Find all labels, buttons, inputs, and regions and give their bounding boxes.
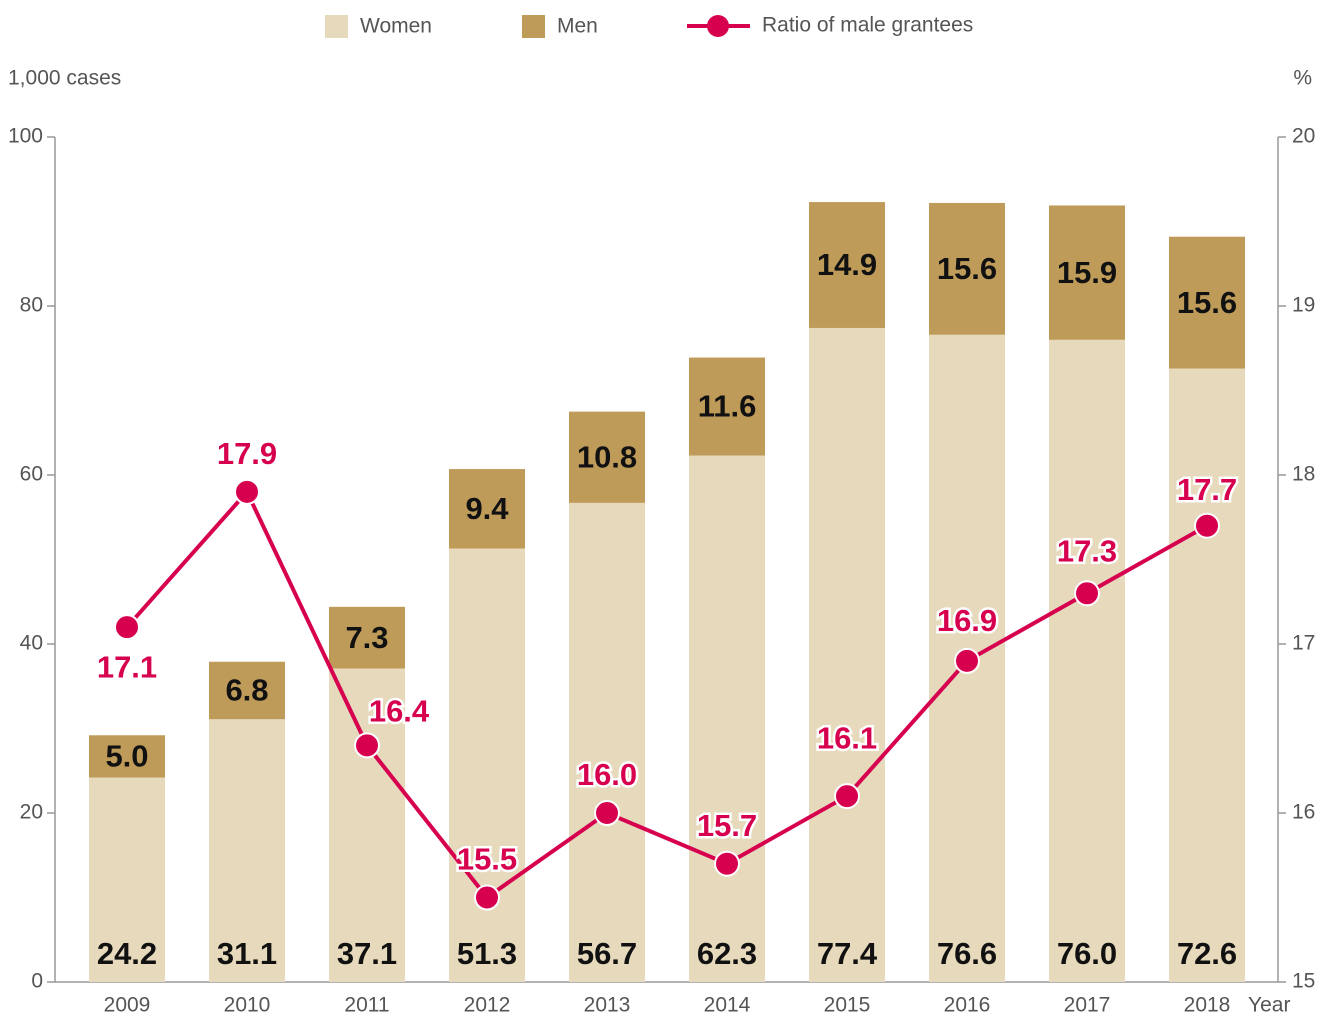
bar-value-label: 77.4 — [817, 936, 878, 971]
bar-value-label: 9.4 — [465, 491, 509, 526]
bar-segment — [569, 411, 645, 503]
bar-segment — [209, 719, 285, 982]
legend-label: Men — [557, 15, 598, 38]
line-marker — [594, 800, 620, 826]
bar-value-label: 10.8 — [577, 439, 637, 474]
x-tick-label: 2009 — [104, 994, 151, 1017]
y2-tick-label: 17 — [1292, 632, 1315, 655]
bar-value-label: 6.8 — [225, 673, 268, 708]
line-value-label: 15.7 — [697, 808, 757, 843]
legend-marker — [707, 15, 729, 37]
y-tick-label: 0 — [31, 970, 43, 993]
bar-value-label: 14.9 — [817, 247, 877, 282]
bar-value-label: 37.1 — [337, 936, 397, 971]
x-tick-label: 2010 — [224, 994, 271, 1017]
line-value-label: 16.4 — [369, 694, 430, 729]
legend-swatch — [325, 15, 348, 38]
y2-tick-label: 20 — [1292, 125, 1315, 148]
bar-segment — [329, 606, 405, 669]
bar-segment — [1049, 205, 1125, 340]
bar-segment — [689, 455, 765, 982]
line-marker — [114, 614, 140, 641]
bar-segment — [1169, 368, 1245, 982]
legend-label: Ratio of male grantees — [762, 14, 973, 37]
line-marker — [954, 647, 980, 674]
line-marker — [834, 783, 860, 810]
bar-segment — [809, 202, 885, 328]
line — [125, 488, 1208, 901]
line-value-label: 17.9 — [217, 436, 277, 471]
bar-segment — [1169, 236, 1245, 369]
bar-value-label: 11.6 — [698, 389, 757, 424]
line-marker — [1194, 512, 1220, 539]
bar-value-label: 5.0 — [105, 739, 148, 774]
y-axis-label: 1,000 cases — [8, 67, 121, 90]
bar-segment — [449, 548, 525, 982]
bar-value-label: 56.7 — [577, 936, 637, 971]
bar-value-label: 24.2 — [97, 936, 157, 971]
x-tick-label: 2013 — [584, 994, 631, 1017]
x-axis-label: Year — [1248, 994, 1290, 1017]
y2-tick-label: 18 — [1292, 463, 1315, 486]
y-tick-label: 80 — [20, 294, 43, 317]
bar-value-label: 51.3 — [457, 936, 517, 971]
x-tick-label: 2016 — [944, 994, 991, 1017]
bar-value-label: 15.6 — [937, 251, 997, 286]
bar-segment — [89, 735, 165, 778]
legend-swatch — [522, 15, 545, 38]
bar-value-label: 76.6 — [937, 936, 997, 971]
x-tick-label: 2011 — [344, 994, 389, 1017]
bar-value-label: 31.1 — [217, 936, 277, 971]
line-marker — [234, 478, 260, 505]
line-marker — [1074, 580, 1100, 607]
y2-tick-label: 15 — [1292, 970, 1315, 993]
line-value-label: 16.1 — [817, 720, 877, 755]
line-value-label: 17.1 — [97, 649, 157, 684]
y-tick-label: 20 — [20, 801, 43, 824]
bar-segment — [329, 668, 405, 982]
x-tick-label: 2012 — [464, 994, 511, 1017]
bar-segment — [89, 777, 165, 982]
bar-segment — [569, 502, 645, 982]
x-tick-label: 2017 — [1064, 994, 1111, 1017]
y2-axis-label: % — [1293, 67, 1312, 90]
bar-value-label: 7.3 — [345, 620, 388, 655]
bar-value-label: 72.6 — [1177, 936, 1237, 971]
x-tick-label: 2015 — [824, 994, 871, 1017]
line-marker — [354, 732, 380, 759]
y-tick-label: 40 — [20, 632, 43, 655]
bar-segment — [209, 661, 285, 720]
y2-tick-label: 19 — [1292, 294, 1315, 317]
bar-segment — [1049, 339, 1125, 982]
line-value-label: 17.7 — [1177, 472, 1237, 507]
y2-tick-label: 16 — [1292, 801, 1315, 824]
line-value-label: 15.5 — [457, 842, 517, 877]
bar-segment — [929, 202, 1005, 335]
bar-segment — [689, 357, 765, 456]
line-marker — [714, 850, 740, 877]
y-tick-label: 100 — [8, 125, 43, 148]
bar-value-label: 15.6 — [1177, 285, 1237, 320]
x-tick-label: 2014 — [704, 994, 751, 1017]
bar-value-label: 15.9 — [1057, 255, 1117, 290]
x-tick-label: 2018 — [1184, 994, 1231, 1017]
bar-value-label: 76.0 — [1057, 936, 1117, 971]
line-marker — [474, 884, 500, 911]
y-tick-label: 60 — [20, 463, 43, 486]
bar-segment — [449, 469, 525, 549]
line-value-label: 16.0 — [577, 757, 637, 792]
bar-value-label: 62.3 — [697, 936, 757, 971]
line-value-label: 17.3 — [1057, 533, 1117, 568]
bar-segment — [809, 327, 885, 983]
legend-label: Women — [360, 15, 432, 38]
line-value-label: 16.9 — [937, 603, 997, 638]
